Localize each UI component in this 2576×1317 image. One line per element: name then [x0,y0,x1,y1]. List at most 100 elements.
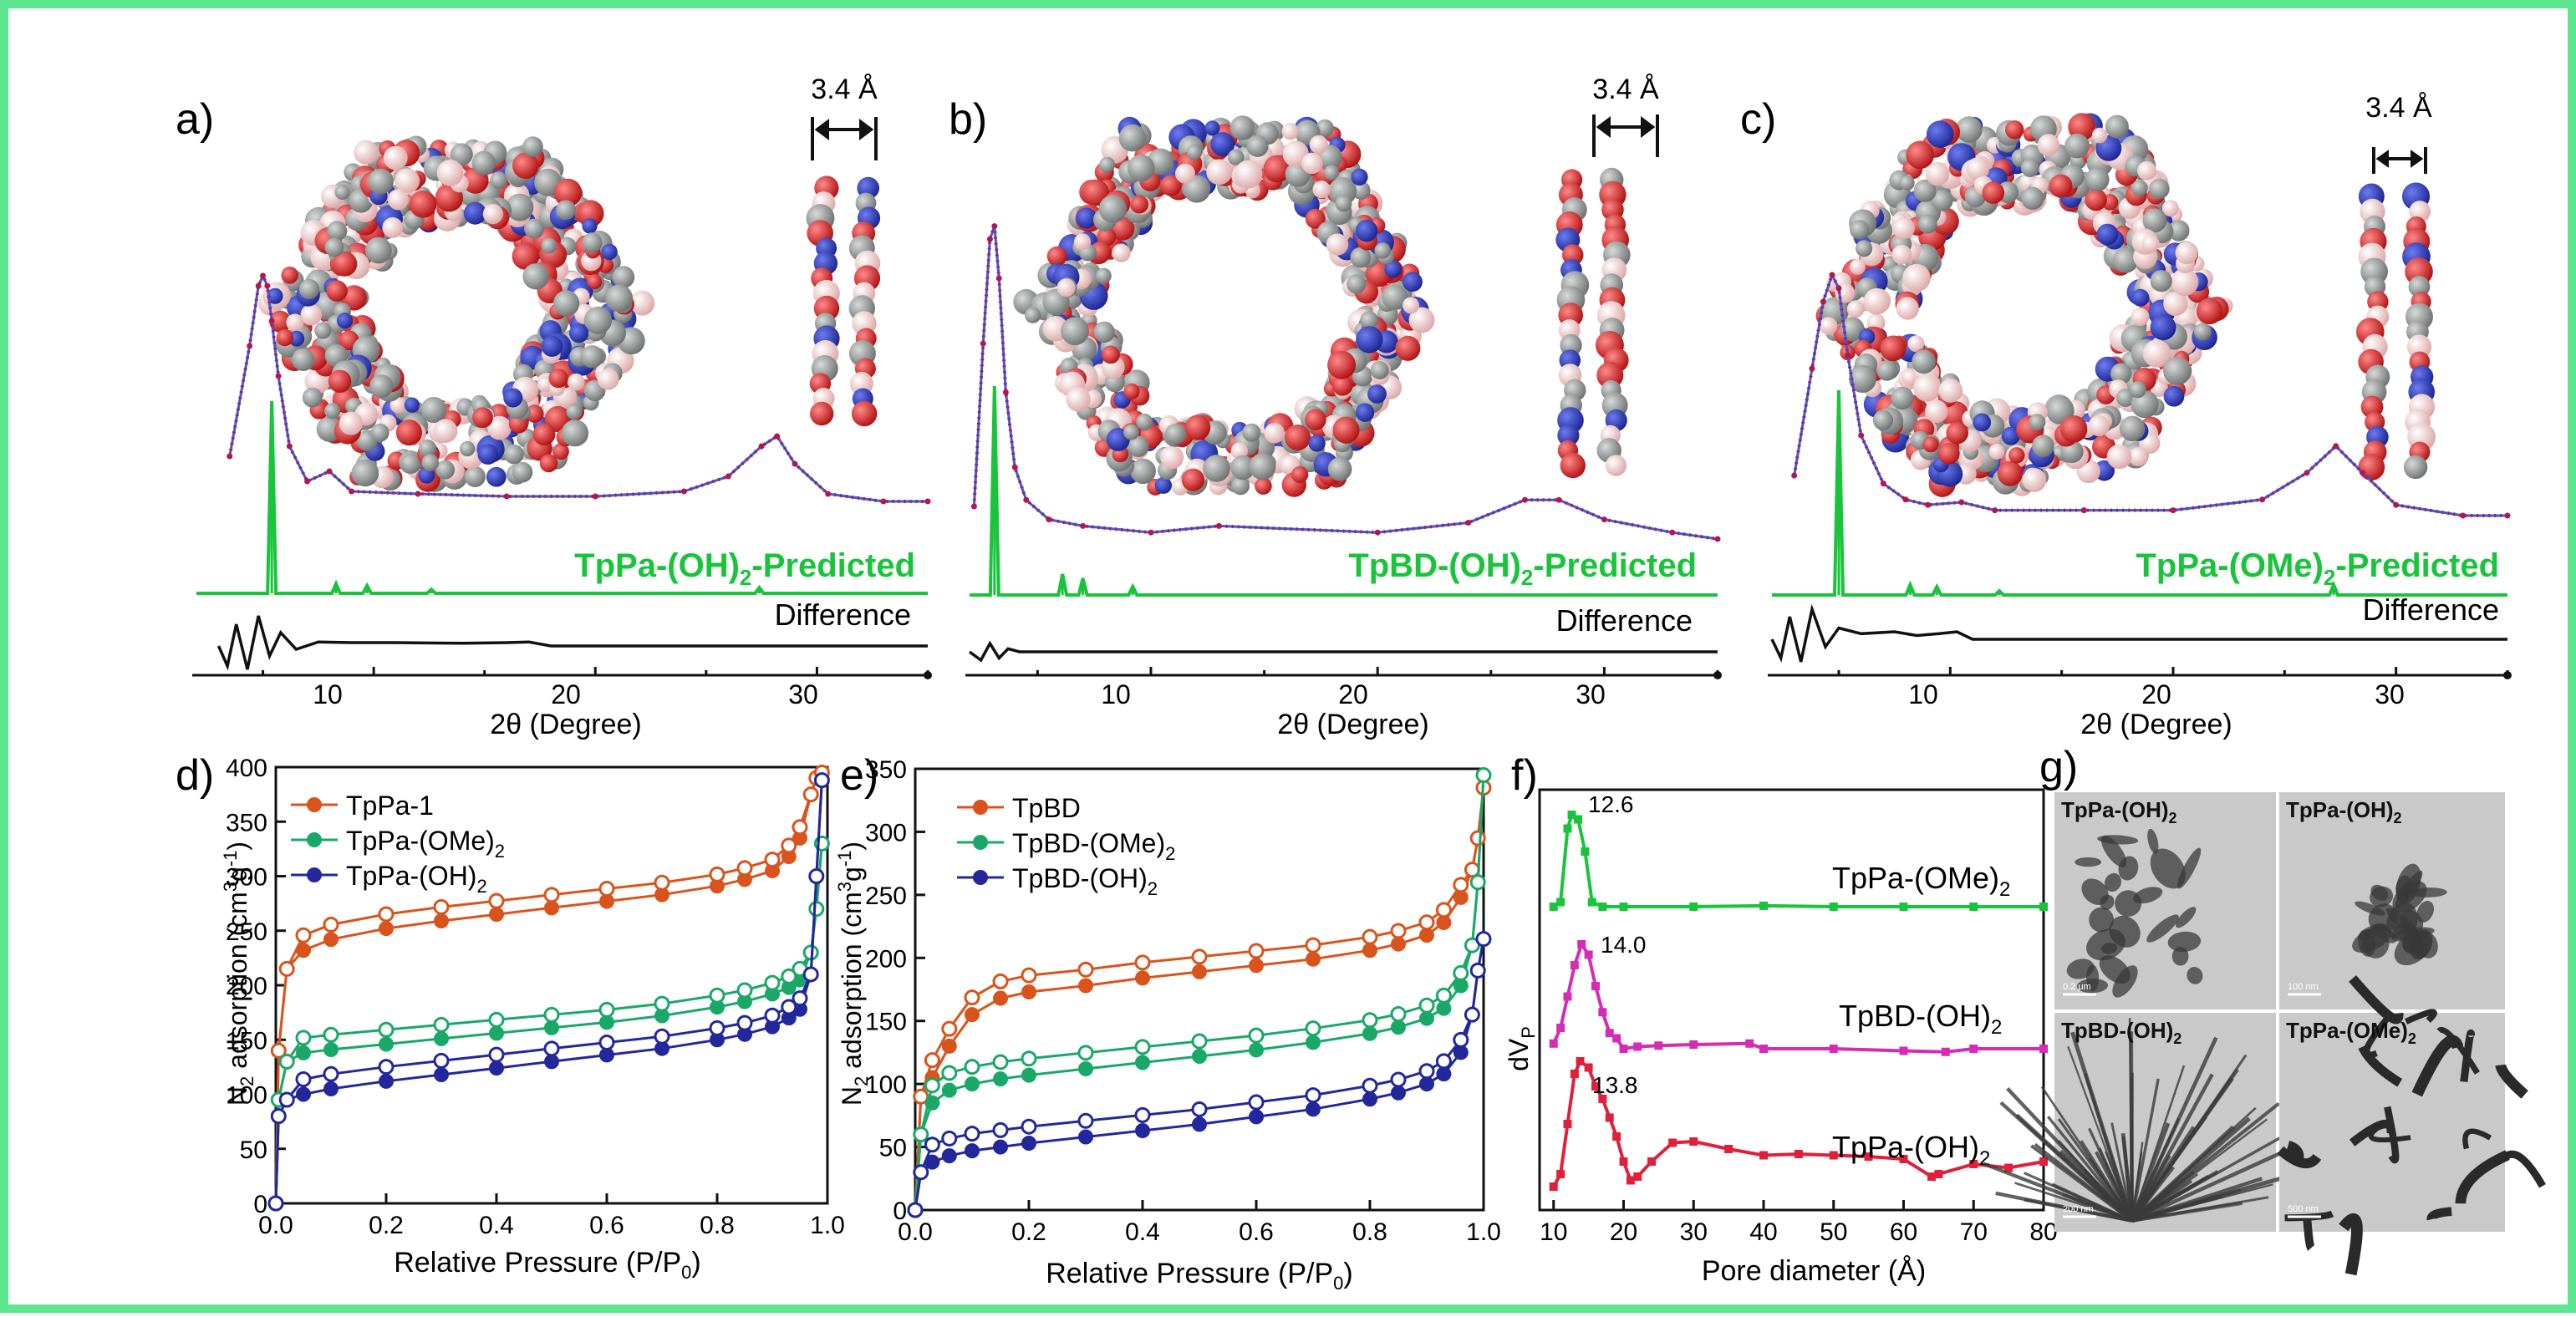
tem-label-1: TpPa-(OH)2 [2286,797,2402,826]
tem-fiber [2307,1220,2311,1248]
adsorption-point [994,992,1007,1005]
desorption-point [965,1060,979,1074]
atom-sphere [2064,134,2090,159]
atom-sphere [2107,445,2132,470]
adsorption-point [1363,1027,1377,1040]
atom-sphere [2137,161,2156,181]
pore-point [1564,825,1572,833]
scale-bar-label: 200 nm [2063,1204,2094,1214]
desorption-point [804,788,817,801]
legend-marker [973,870,988,885]
atom-sphere [368,169,394,195]
adsorption-point [324,933,338,946]
x-tick-label-f: 20 [1610,1218,1637,1246]
adsorption-point [925,1156,939,1169]
desorption-point [994,974,1007,988]
desorption-point [1250,1096,1263,1109]
desorption-point [1477,769,1490,782]
atom-sphere [569,323,588,343]
adsorption-point [1193,1050,1206,1063]
adsorption-point [1420,1077,1433,1091]
pore-point [1633,1043,1642,1051]
ylabel-d: N2 adsorption (cm3g-1) [220,842,257,1106]
adsorption-point [1250,959,1263,972]
atom-sphere [1328,457,1352,481]
adsorption-point [1136,971,1149,984]
adsorption-point [1022,985,1036,999]
atom-sphere [2131,180,2148,196]
pore-point [1633,1172,1642,1181]
atom-sphere [1356,326,1382,353]
exp-point-a [759,444,765,450]
y-tick-label-e: 200 [865,945,907,973]
x-tick-label-f: 60 [1890,1218,1917,1246]
atom-sphere [1332,416,1359,443]
exp-point-c [1845,353,1851,358]
desorption-point [280,1093,293,1106]
exp-point-c [2304,470,2310,475]
exp-point-c [2360,470,2365,475]
adsorption-point [435,914,448,928]
desorption-point [1465,1008,1479,1021]
atom-sphere [1873,410,1893,430]
stack-atom [2358,454,2385,481]
desorption-point [1022,1120,1036,1133]
pore-point [1795,1150,1803,1158]
exp-point-c [1820,299,1826,305]
atom-sphere [1130,459,1156,485]
legend-label: TpBD [1012,793,1081,823]
stacking-distance-a: 3.4 Å [811,74,878,105]
adsorption-point [1437,1067,1450,1081]
pore-point [1612,1132,1621,1141]
atom-sphere [1112,244,1130,262]
adsorption-point [490,1026,503,1040]
atom-sphere [1160,445,1184,469]
atom-sphere [1403,297,1419,313]
desorption-point [738,984,751,997]
atom-sphere [2092,128,2108,144]
pore-point [1598,903,1606,911]
atom-sphere [1102,346,1120,364]
atom-sphere [292,348,314,371]
desorption-point [600,882,613,896]
pore-point [1647,1157,1656,1166]
pore-point [1571,1070,1579,1078]
desorption-point [914,1166,928,1179]
adsorption-point [435,1068,448,1081]
adsorption-point [943,1040,956,1053]
atom-sphere [582,218,597,233]
atom-sphere [1255,477,1272,495]
atom-sphere [354,140,378,165]
atom-sphere [1187,145,1202,160]
exp-point-b [1003,389,1009,395]
desorption-point [766,853,779,867]
atom-sphere [1074,233,1091,250]
atom-sphere [2151,314,2176,340]
atom-sphere [2005,120,2024,139]
desorption-point [1306,938,1320,952]
exp-point-a [260,273,266,279]
atom-sphere [1130,196,1148,214]
adsorption-point [943,1149,956,1162]
desorption-point [1420,1065,1433,1078]
desorption-point [1306,1089,1320,1102]
atom-sphere [2089,415,2110,436]
panel-c-label: c) [1740,95,1776,144]
atom-sphere [512,462,533,483]
x-tick-label-d: 0.4 [479,1212,514,1239]
atom-sphere [1136,414,1153,430]
atom-sphere [477,444,498,465]
atom-sphere [1324,165,1339,181]
panel-a-label: a) [176,95,214,144]
atom-sphere [1998,461,2023,486]
pore-point [1550,1182,1558,1191]
legend-marker [973,800,988,815]
pore-point [1620,903,1628,911]
adsorption-point [379,1075,393,1088]
desorption-point [1363,1079,1377,1092]
atom-sphere [542,336,563,357]
xlabel-d: Relative Pressure (P/P0) [394,1247,700,1283]
peak-label-oh: 13.8 [1592,1072,1638,1098]
